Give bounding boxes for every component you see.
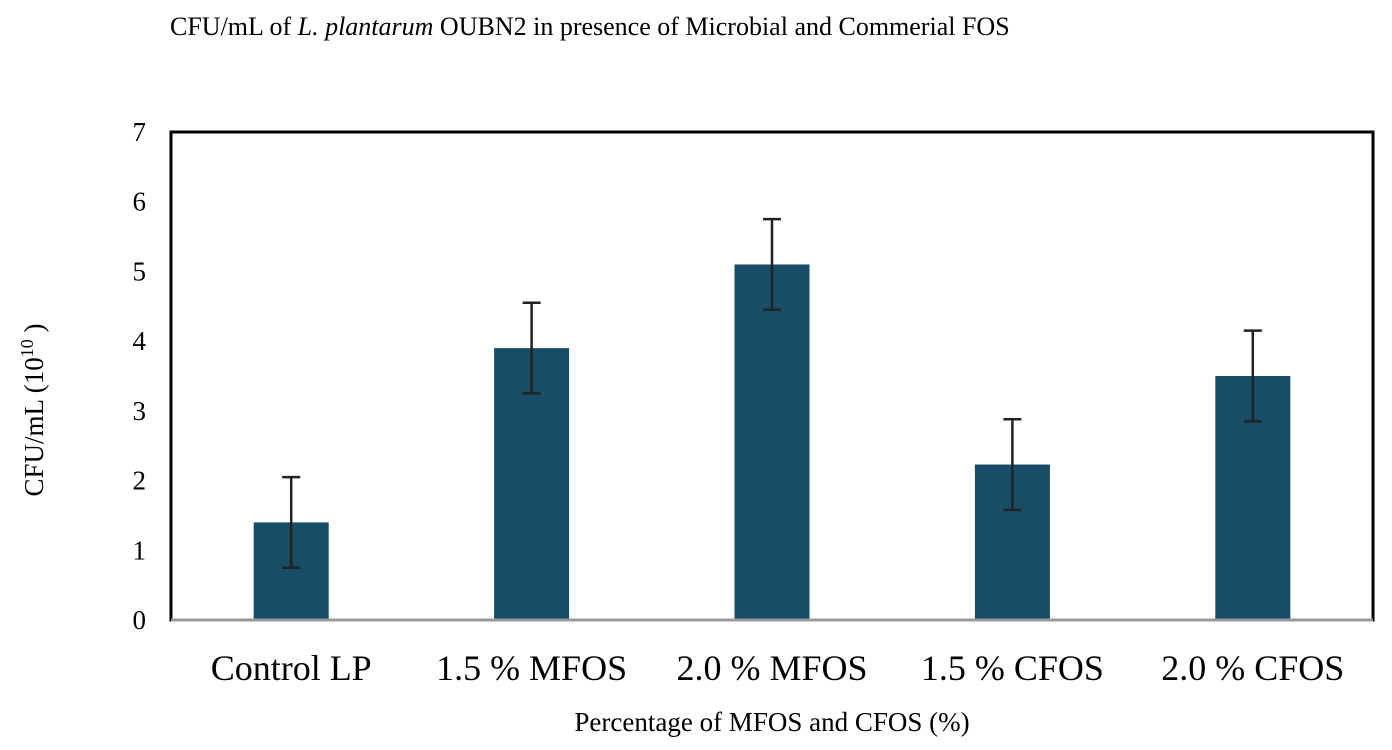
x-axis-categories: Control LP 1.5 % MFOS 2.0 % MFOS 1.5 % CFOS…	[211, 648, 1345, 688]
y-axis-title-exponent: 10	[17, 339, 37, 357]
x-category-label: 2.0 % MFOS	[676, 648, 867, 688]
y-axis-title-end: )	[19, 323, 49, 339]
y-axis-title-main: CFU/mL (10	[19, 357, 49, 496]
y-tick-label: 4	[133, 326, 147, 356]
x-category-label: 2.0 % CFOS	[1161, 648, 1344, 688]
bars	[253, 264, 1291, 620]
x-category-label: Control LP	[211, 648, 372, 688]
x-axis-title: Percentage of MFOS and CFOS (%)	[574, 707, 969, 737]
y-axis-ticks: 0 1 2 3 4 5 6 7	[133, 117, 147, 635]
y-tick-label: 5	[133, 256, 147, 286]
error-bar	[522, 301, 541, 395]
chart-title-suffix: OUBN2 in presence of Microbial and Comme…	[433, 12, 1010, 41]
bar	[734, 264, 810, 620]
y-tick-label: 3	[133, 396, 147, 426]
y-tick-label: 1	[133, 535, 147, 565]
x-category-label: 1.5 % MFOS	[436, 648, 627, 688]
x-category-label: 1.5 % CFOS	[921, 648, 1104, 688]
chart-title-prefix: CFU/mL of	[170, 12, 298, 41]
y-tick-label: 7	[133, 117, 147, 147]
y-tick-label: 6	[133, 187, 147, 217]
error-bar	[282, 475, 301, 569]
error-bar	[763, 217, 781, 312]
y-axis-title: CFU/mL (1010 )	[17, 323, 49, 496]
error-bars	[282, 217, 1262, 569]
chart-title-species: L. plantarum	[297, 12, 434, 41]
y-tick-label: 2	[133, 466, 147, 496]
error-bar	[1003, 417, 1022, 512]
y-tick-label: 0	[133, 605, 147, 635]
error-bar	[1243, 329, 1262, 423]
chart-title: CFU/mL of L. plantarum OUBN2 in presence…	[170, 12, 1010, 42]
